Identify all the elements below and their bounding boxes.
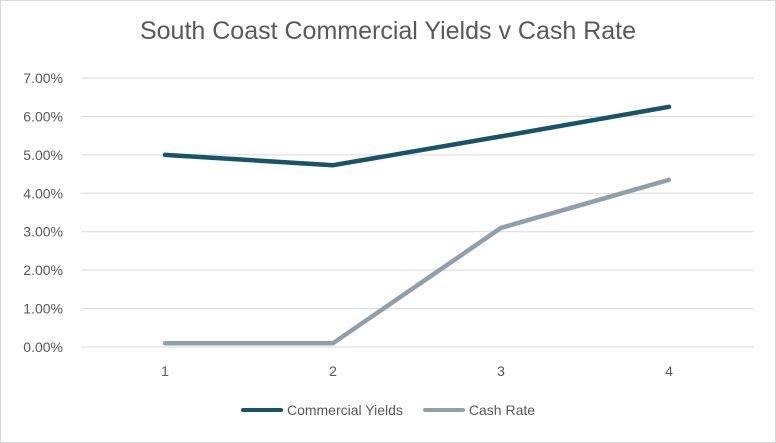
gridlines <box>81 77 753 348</box>
y-tick-label: 1.00% <box>23 301 63 317</box>
legend-item-cash-rate: Cash Rate <box>422 402 536 418</box>
legend-swatch-commercial-yields <box>240 408 283 412</box>
x-tick-label: 4 <box>665 363 673 379</box>
legend-item-commercial-yields: Commercial Yields <box>240 402 403 418</box>
x-tick-label: 3 <box>497 363 505 379</box>
legend-label-cash-rate: Cash Rate <box>468 402 536 418</box>
y-axis-tick-labels: 0.00% 1.00% 2.00% 3.00% 4.00% 5.00% 6.00% 7.00% <box>23 70 63 355</box>
chart-title: South Coast Commercial Yields v Cash Rat… <box>139 17 637 45</box>
y-tick-label: 6.00% <box>23 108 63 124</box>
x-tick-label: 1 <box>161 363 169 379</box>
y-tick-label: 5.00% <box>23 147 63 163</box>
series-line-commercial-yields <box>162 104 672 168</box>
y-tick-label: 2.00% <box>23 262 63 278</box>
series-lines <box>162 104 672 346</box>
y-tick-label: 7.00% <box>23 70 63 86</box>
legend-swatch-cash-rate <box>422 408 465 412</box>
legend: Commercial Yields Cash Rate <box>1 402 775 418</box>
y-tick-label: 3.00% <box>23 224 63 240</box>
x-axis-tick-labels: 1 2 3 4 <box>161 363 673 379</box>
y-tick-label: 0.00% <box>23 339 63 355</box>
series-line-cash-rate <box>162 177 672 346</box>
legend-label-commercial-yields: Commercial Yields <box>286 402 403 418</box>
x-tick-label: 2 <box>329 363 337 379</box>
y-tick-label: 4.00% <box>23 185 63 201</box>
